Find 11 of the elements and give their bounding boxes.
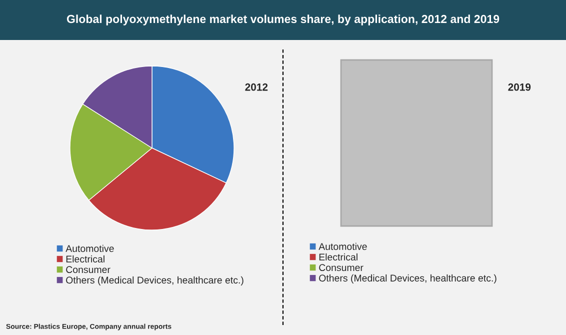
text: 2012 (245, 83, 268, 91)
legend-label: Automotive (66, 244, 114, 252)
text: 2019 (508, 83, 531, 91)
legend-label: Others (Medical Devices, healthcare etc.) (66, 276, 244, 286)
category-label: Electrical (319, 253, 358, 261)
category-label: Others (Medical Devices, healthcare etc.) (319, 274, 496, 284)
legend-label: Electrical (66, 255, 104, 263)
category-label: Consumer (319, 264, 364, 272)
text: Global polyoxymethylene market volumes share, by application, 2012 and 2019 (66, 14, 500, 26)
legend-label: Consumer (66, 266, 110, 274)
category-label: Automotive (318, 242, 367, 250)
